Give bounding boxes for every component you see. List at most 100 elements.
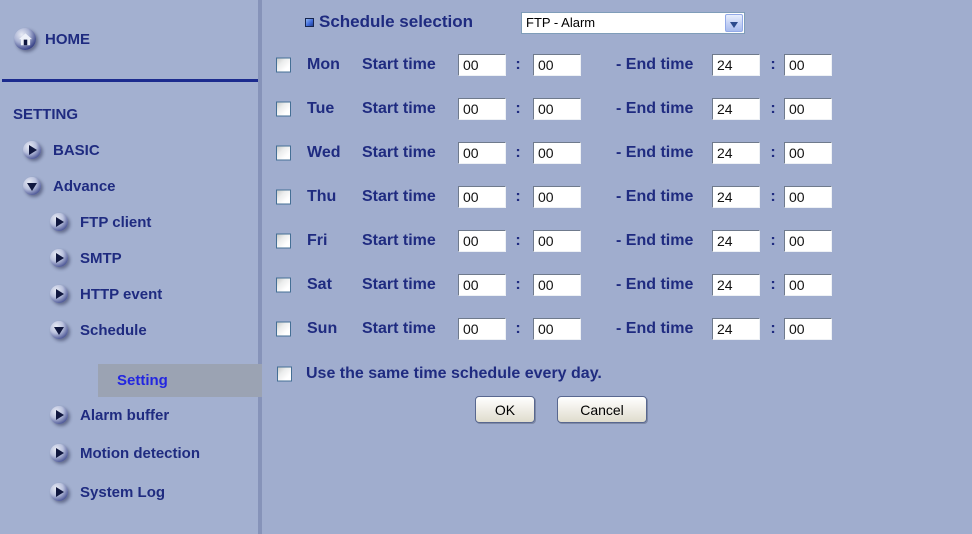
- day-checkbox-tue[interactable]: [276, 101, 291, 117]
- colon-separator: :: [515, 188, 521, 205]
- start-time-label: Start time: [362, 188, 436, 205]
- end-hour-input-fri[interactable]: [712, 230, 760, 252]
- start-time-label: Start time: [362, 320, 436, 337]
- sidebar-item-alarm-buffer[interactable]: Alarm buffer: [50, 405, 169, 425]
- sidebar-item-setting[interactable]: Setting: [98, 364, 262, 397]
- end-time-label: - End time: [616, 320, 694, 337]
- schedule-row-sun: Sun Start time : - End time :: [0, 307, 972, 351]
- ok-button[interactable]: OK: [475, 396, 535, 423]
- chevron-right-icon: [50, 249, 68, 267]
- bullet-icon: [305, 18, 314, 27]
- day-label-wed: Wed: [307, 144, 341, 161]
- day-label-tue: Tue: [307, 100, 335, 117]
- sidebar-item-smtp[interactable]: SMTP: [50, 248, 122, 268]
- chevron-right-icon: [50, 406, 68, 424]
- start-minute-input-thu[interactable]: [533, 186, 581, 208]
- day-checkbox-mon[interactable]: [276, 57, 291, 73]
- start-minute-input-wed[interactable]: [533, 142, 581, 164]
- colon-separator: :: [770, 56, 776, 73]
- end-hour-input-mon[interactable]: [712, 54, 760, 76]
- home-label: HOME: [45, 30, 90, 48]
- colon-separator: :: [515, 320, 521, 337]
- start-minute-input-fri[interactable]: [533, 230, 581, 252]
- start-minute-input-sat[interactable]: [533, 274, 581, 296]
- chevron-down-icon: [23, 177, 41, 195]
- schedule-selection-dropdown[interactable]: FTP - Alarm: [521, 12, 745, 34]
- colon-separator: :: [515, 232, 521, 249]
- sidebar-item-system-log[interactable]: System Log: [50, 482, 165, 502]
- end-minute-input-tue[interactable]: [784, 98, 832, 120]
- start-time-label: Start time: [362, 144, 436, 161]
- schedule-selection-label: Schedule selection: [319, 12, 473, 31]
- end-hour-input-tue[interactable]: [712, 98, 760, 120]
- sidebar-item-ftp-client[interactable]: FTP client: [50, 212, 151, 232]
- schedule-row-mon: Mon Start time : - End time :: [0, 43, 972, 87]
- colon-separator: :: [770, 144, 776, 161]
- start-hour-input-wed[interactable]: [458, 142, 506, 164]
- sidebar-item-schedule[interactable]: Schedule: [50, 320, 147, 340]
- start-minute-input-sun[interactable]: [533, 318, 581, 340]
- end-minute-input-sun[interactable]: [784, 318, 832, 340]
- start-time-label: Start time: [362, 100, 436, 117]
- chevron-down-icon: [50, 321, 68, 339]
- start-minute-input-tue[interactable]: [533, 98, 581, 120]
- same-schedule-row: Use the same time schedule every day.: [0, 360, 972, 388]
- end-time-label: - End time: [616, 232, 694, 249]
- start-time-label: Start time: [362, 276, 436, 293]
- end-time-label: - End time: [616, 144, 694, 161]
- end-minute-input-wed[interactable]: [784, 142, 832, 164]
- end-hour-input-sat[interactable]: [712, 274, 760, 296]
- start-hour-input-mon[interactable]: [458, 54, 506, 76]
- same-schedule-checkbox[interactable]: [277, 366, 292, 382]
- colon-separator: :: [515, 56, 521, 73]
- start-time-label: Start time: [362, 56, 436, 73]
- end-minute-input-thu[interactable]: [784, 186, 832, 208]
- schedule-row-wed: Wed Start time : - End time :: [0, 131, 972, 175]
- sidebar-item-basic[interactable]: BASIC: [23, 140, 100, 160]
- sidebar-section-setting: SETTING: [13, 106, 79, 123]
- end-minute-input-fri[interactable]: [784, 230, 832, 252]
- chevron-right-icon: [50, 444, 68, 462]
- day-checkbox-thu[interactable]: [276, 189, 291, 205]
- same-schedule-label: Use the same time schedule every day.: [306, 365, 602, 382]
- end-hour-input-sun[interactable]: [712, 318, 760, 340]
- end-minute-input-mon[interactable]: [784, 54, 832, 76]
- sidebar-item-advance[interactable]: Advance: [23, 176, 116, 196]
- day-checkbox-fri[interactable]: [276, 233, 291, 249]
- colon-separator: :: [770, 320, 776, 337]
- day-label-mon: Mon: [307, 56, 340, 73]
- colon-separator: :: [515, 144, 521, 161]
- day-checkbox-sun[interactable]: [276, 321, 291, 337]
- schedule-row-sat: Sat Start time : - End time :: [0, 263, 972, 307]
- start-hour-input-tue[interactable]: [458, 98, 506, 120]
- start-hour-input-sun[interactable]: [458, 318, 506, 340]
- home-icon: [14, 28, 36, 50]
- start-minute-input-mon[interactable]: [533, 54, 581, 76]
- end-time-label: - End time: [616, 56, 694, 73]
- day-checkbox-wed[interactable]: [276, 145, 291, 161]
- start-time-label: Start time: [362, 232, 436, 249]
- sidebar-item-http-event[interactable]: HTTP event: [50, 284, 162, 304]
- end-minute-input-sat[interactable]: [784, 274, 832, 296]
- end-hour-input-thu[interactable]: [712, 186, 760, 208]
- start-hour-input-fri[interactable]: [458, 230, 506, 252]
- colon-separator: :: [770, 276, 776, 293]
- end-time-label: - End time: [616, 276, 694, 293]
- sidebar-item-home[interactable]: HOME: [14, 27, 90, 51]
- dropdown-selected-value: FTP - Alarm: [526, 15, 596, 30]
- colon-separator: :: [515, 276, 521, 293]
- dropdown-arrow-icon: [725, 14, 743, 32]
- sidebar-item-motion-detection[interactable]: Motion detection: [50, 443, 200, 463]
- cancel-button[interactable]: Cancel: [557, 396, 647, 423]
- chevron-right-icon: [23, 141, 41, 159]
- colon-separator: :: [770, 232, 776, 249]
- chevron-right-icon: [50, 483, 68, 501]
- schedule-row-thu: Thu Start time : - End time :: [0, 175, 972, 219]
- colon-separator: :: [770, 188, 776, 205]
- start-hour-input-thu[interactable]: [458, 186, 506, 208]
- day-checkbox-sat[interactable]: [276, 277, 291, 293]
- sidebar-divider: [2, 79, 258, 82]
- sidebar: HOME SETTING BASIC Advance FTP client SM…: [0, 0, 262, 534]
- end-hour-input-wed[interactable]: [712, 142, 760, 164]
- start-hour-input-sat[interactable]: [458, 274, 506, 296]
